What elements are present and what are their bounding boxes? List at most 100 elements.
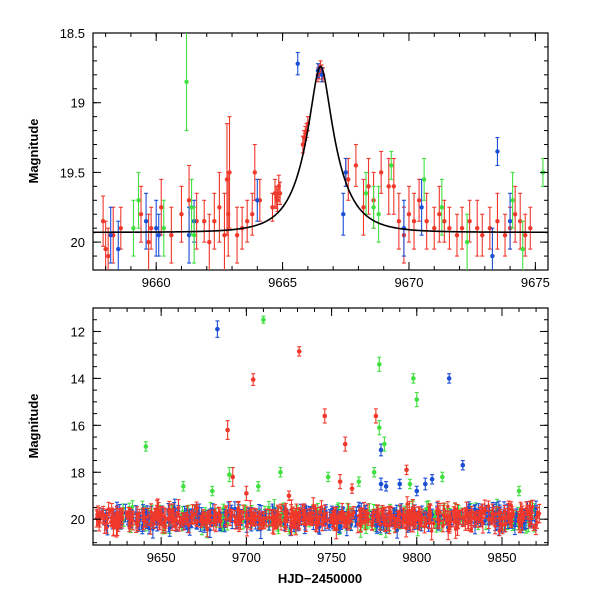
data-point [255,178,260,222]
data-point [341,513,346,525]
data-point [396,192,402,250]
bottom-panel: 9650 9700 9750 9800 9850 12 14 16 18 20 Magnitude… [26,307,549,586]
x-tick-label: 9650 [147,550,176,565]
data-point [137,508,142,519]
data-point [374,504,379,522]
data-point [224,510,229,528]
data-point [366,157,371,215]
data-point [378,477,384,491]
data-point [358,513,363,533]
y-tick-label: 18.5 [60,26,85,41]
data-point [283,512,288,523]
x-tick-label: 9660 [142,275,171,290]
data-point [291,516,296,530]
data-point [411,192,417,250]
data-point [234,515,239,526]
data-point [362,516,367,525]
x-tick-label: 9750 [317,550,346,565]
data-point [503,508,508,527]
data-point [214,512,219,526]
data-point [512,185,518,243]
data-point [446,373,452,384]
top-panel-data [93,33,548,270]
data-point [117,508,122,523]
data-point [248,512,253,525]
data-point [525,504,530,520]
data-point [108,206,113,264]
data-point [388,505,393,525]
top-panel: 9660 9665 9670 9675 18.5 19 19.5 20 Magnitude [26,26,550,290]
data-point [116,220,121,270]
data-point [128,507,133,527]
data-point [179,185,184,243]
data-point [331,506,336,525]
data-point [143,441,149,452]
y-tick-label: 20 [71,235,85,250]
x-tick-label: 9700 [232,550,261,565]
data-point [356,476,362,487]
data-point [244,485,249,501]
data-point [376,185,381,243]
data-point [181,481,186,492]
data-point [464,213,470,270]
data-point [355,514,360,534]
data-point [414,391,420,408]
data-point [406,185,412,243]
data-point [404,464,409,476]
data-point [469,512,474,527]
data-point [382,436,387,452]
data-point [130,510,135,518]
data-point [361,178,366,236]
data-point [414,485,420,497]
data-point [528,206,533,250]
data-point [259,519,264,531]
data-point [217,509,222,523]
bottom-x-axis-title: HJD−2450000 [278,571,362,586]
bottom-panel-axes: 9650 9700 9750 9800 9850 12 14 16 18 20 [71,307,548,565]
data-point [492,517,497,535]
data-point [496,506,501,519]
data-point [131,199,136,257]
data-point [502,213,508,257]
data-point [421,157,427,201]
data-point [148,206,154,250]
data-point [467,199,472,243]
data-point [275,509,280,529]
data-point [103,220,108,270]
x-tick-label: 9665 [268,275,297,290]
data-point [100,195,106,247]
data-point [530,499,535,514]
data-point [230,467,236,487]
data-point [303,517,308,532]
data-point [286,490,292,501]
x-tick-label: 9800 [402,550,431,565]
data-point [313,504,318,513]
y-tick-label: 14 [71,371,85,386]
top-panel-axes: 9660 9665 9670 9675 18.5 19 19.5 20 [60,26,550,290]
y-tick-label: 12 [71,324,85,339]
data-point [152,507,157,518]
data-point [160,512,165,534]
data-point [410,515,415,533]
data-point [406,513,411,530]
data-point [191,206,197,264]
data-point [190,504,195,525]
data-point [427,503,432,525]
data-point [402,515,407,529]
bottom-panel-frame [92,307,549,546]
data-point [322,408,328,424]
data-point [303,509,308,523]
model-curve [93,65,548,234]
data-point [423,477,428,491]
x-tick-label: 9675 [521,275,550,290]
data-point [170,503,175,519]
data-point [459,206,465,250]
data-point [278,467,283,478]
data-point [163,508,168,529]
data-point [486,509,491,530]
data-point [520,220,525,270]
data-point [159,178,164,236]
data-point [466,511,471,532]
data-point [349,483,355,494]
